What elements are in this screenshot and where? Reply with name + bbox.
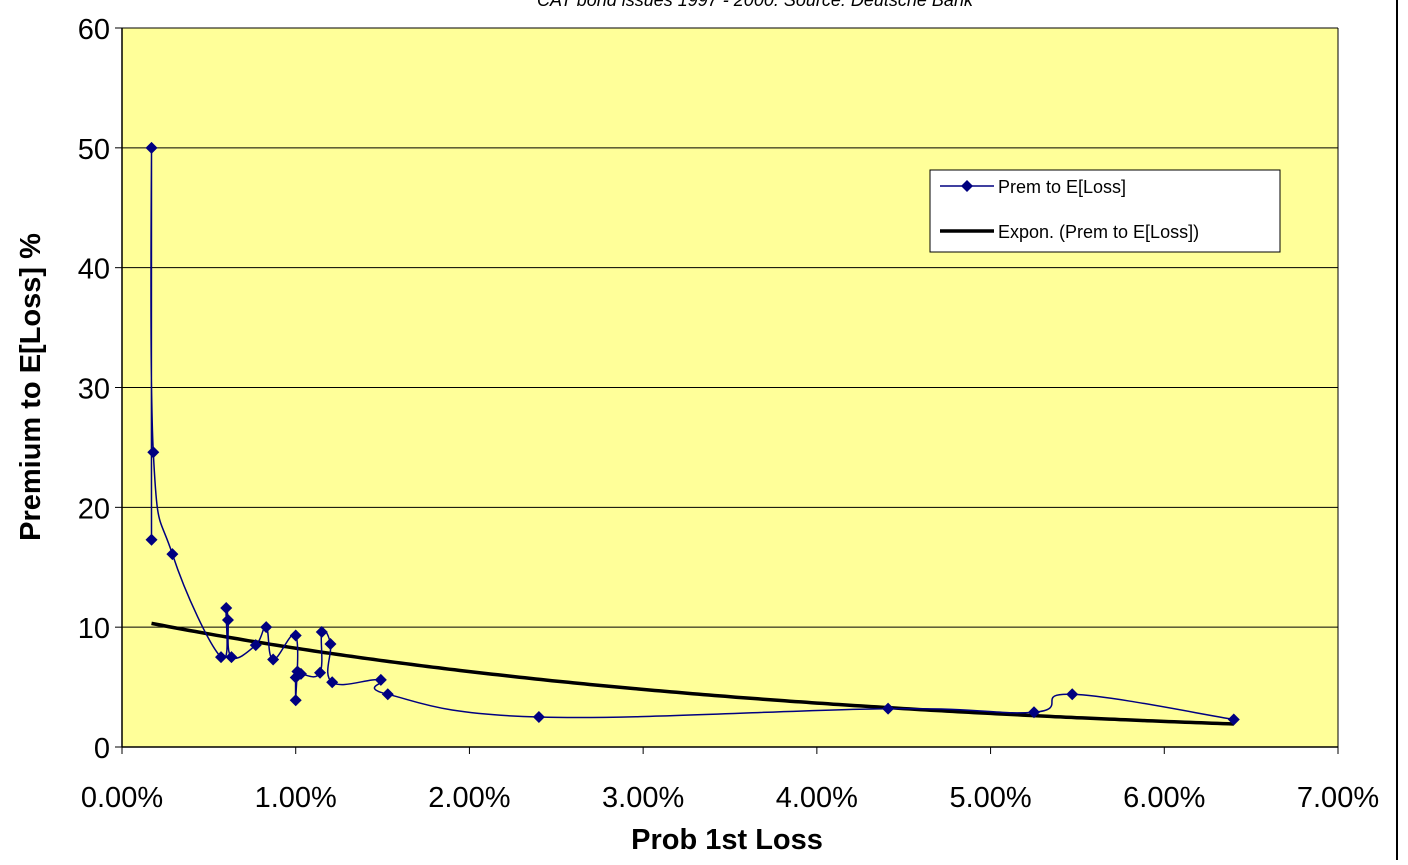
data-points xyxy=(145,141,1240,726)
data-point xyxy=(315,625,328,638)
data-point xyxy=(532,711,545,724)
data-point xyxy=(324,637,337,650)
data-point xyxy=(1066,688,1079,701)
x-tick-label: 3.00% xyxy=(602,782,684,814)
x-tick-label: 0.00% xyxy=(81,782,163,814)
x-tick-label: 1.00% xyxy=(255,782,337,814)
legend-series-marker xyxy=(961,180,973,192)
data-point xyxy=(260,621,273,634)
data-point xyxy=(145,141,158,154)
y-tick-label: 40 xyxy=(78,254,110,286)
data-point xyxy=(314,666,327,679)
y-tick-label: 30 xyxy=(78,374,110,406)
data-point xyxy=(1227,713,1240,726)
data-point xyxy=(381,688,394,701)
legend: Prem to E[Loss] Expon. (Prem to E[Loss]) xyxy=(929,169,1281,253)
data-point xyxy=(249,639,262,652)
x-tick-label: 7.00% xyxy=(1297,782,1379,814)
y-tick-labels: 0 10 20 30 40 50 60 xyxy=(78,14,110,765)
y-tick-label: 0 xyxy=(94,733,110,765)
data-point xyxy=(225,651,238,664)
axes xyxy=(121,28,1339,748)
x-tick-label: 6.00% xyxy=(1123,782,1205,814)
trendline-layer xyxy=(151,621,1234,726)
data-point xyxy=(166,548,179,561)
x-axis-label: Prob 1st Loss xyxy=(631,824,823,856)
data-point xyxy=(267,653,280,666)
data-point xyxy=(289,629,302,642)
chart-subtitle: CAT bond issues 1997 - 2000. Source: Deu… xyxy=(537,0,974,10)
legend-box xyxy=(929,169,1281,253)
x-tick-labels: 0.00% 1.00% 2.00% 3.00% 4.00% 5.00% 6.00% 7.00% xyxy=(81,782,1379,814)
x-tick-label: 4.00% xyxy=(776,782,858,814)
legend-series-label: Prem to E[Loss] xyxy=(998,177,1126,197)
data-point xyxy=(221,613,234,626)
legend-trend-label: Expon. (Prem to E[Loss]) xyxy=(998,222,1199,242)
data-point xyxy=(220,601,233,614)
data-point xyxy=(326,676,339,689)
y-tick-label: 10 xyxy=(78,613,110,645)
gridlines xyxy=(115,27,1339,754)
x-tick-label: 5.00% xyxy=(949,782,1031,814)
data-point xyxy=(294,667,307,680)
x-tick-label: 2.00% xyxy=(428,782,510,814)
y-axis-label: Premium to E[Loss] % xyxy=(15,233,47,541)
trendline xyxy=(151,621,1234,726)
data-point xyxy=(145,533,158,546)
y-tick-label: 50 xyxy=(78,134,110,166)
data-point xyxy=(215,651,228,664)
data-point xyxy=(289,694,302,707)
data-point xyxy=(882,702,895,715)
data-point xyxy=(374,673,387,686)
y-tick-label: 20 xyxy=(78,493,110,525)
y-tick-label: 60 xyxy=(78,14,110,46)
data-point xyxy=(1028,706,1040,719)
data-point xyxy=(147,446,160,459)
